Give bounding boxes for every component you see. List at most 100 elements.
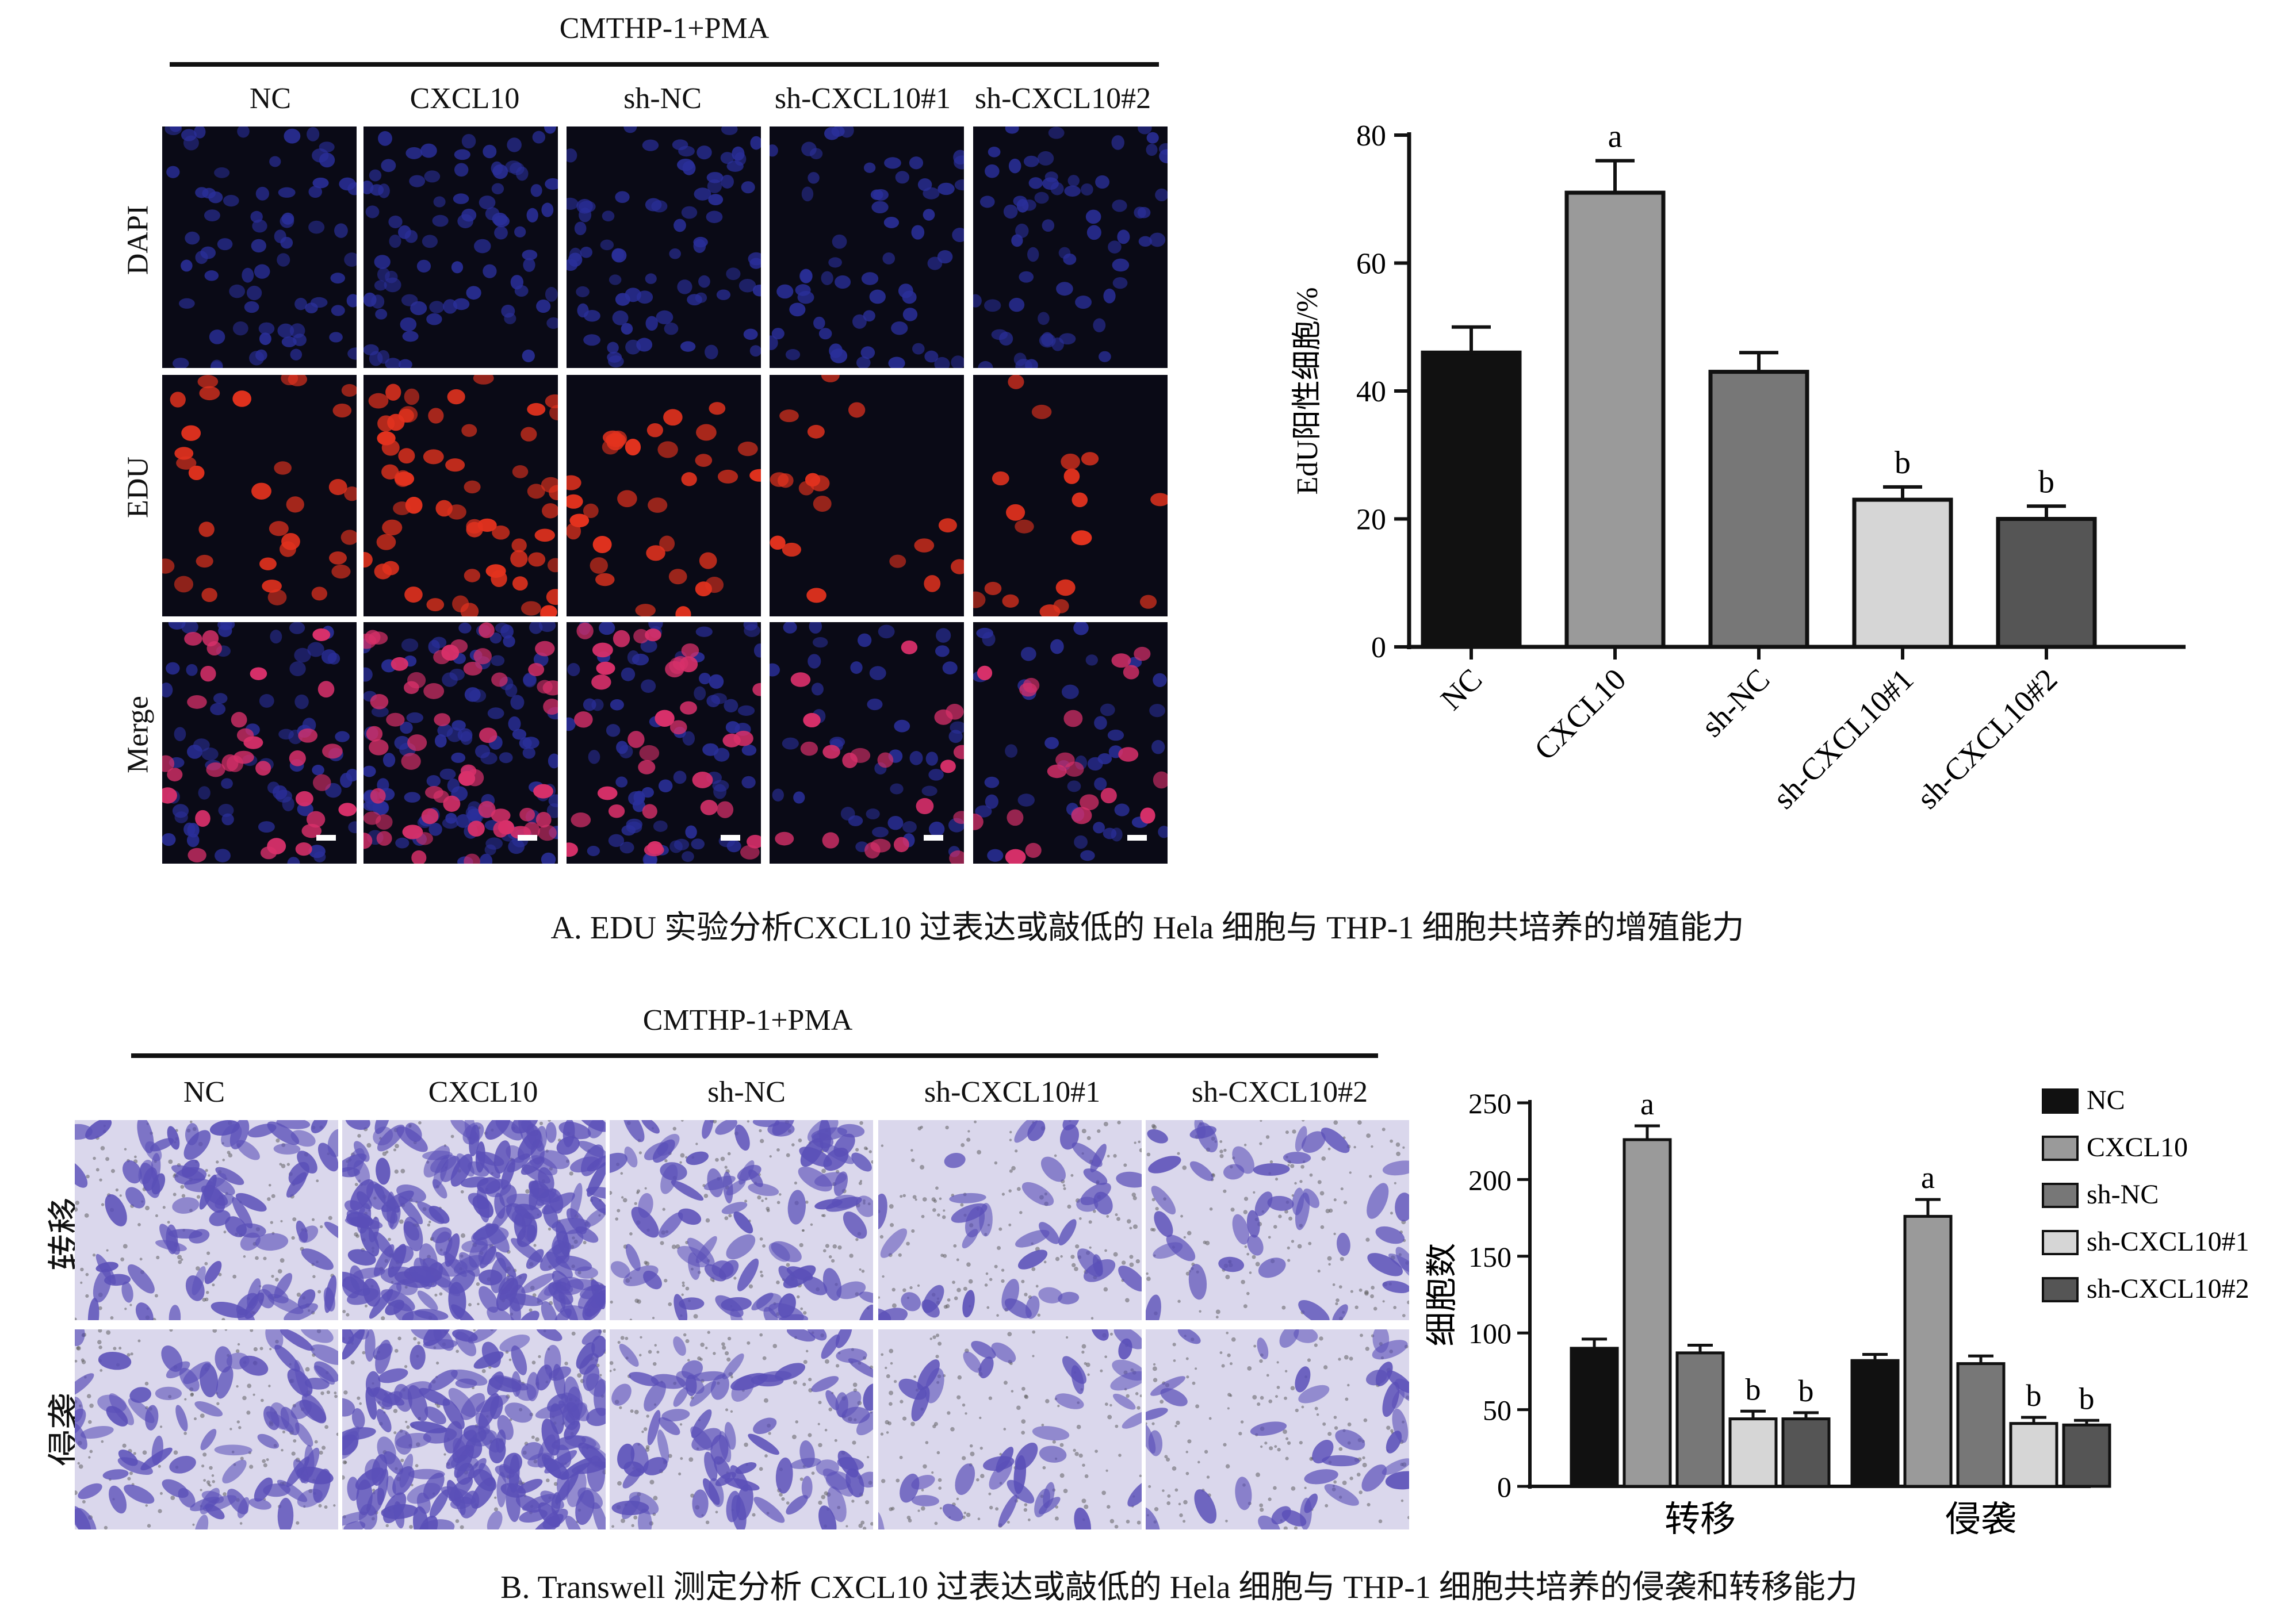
legend-swatch	[2042, 1136, 2079, 1161]
bar	[1956, 1362, 2006, 1488]
micrograph	[878, 1329, 1142, 1529]
micrograph	[973, 126, 1168, 368]
legend-swatch	[2042, 1277, 2079, 1302]
panel-a-col-shnc: sh-NC	[623, 82, 702, 115]
panel-a-group-bar	[170, 62, 1159, 67]
panel-b-col-shnc: sh-NC	[707, 1076, 786, 1109]
micrograph	[162, 375, 357, 616]
significance-label: b	[1746, 1372, 1761, 1406]
x-category-label: 侵袭	[1945, 1500, 2016, 1539]
transwell-bar-chart: 0 50 100 150 200 250 细胞数 a b b 转移 a b b 侵袭 NC CXCL10 sh-N…	[1426, 1085, 2249, 1539]
bar	[1903, 1214, 1953, 1488]
y-tick-label: 200	[1468, 1164, 1511, 1196]
micrograph	[1146, 1329, 1409, 1529]
micrograph	[162, 622, 357, 864]
significance-label: b	[1895, 445, 1911, 481]
bar	[2062, 1423, 2111, 1488]
panel-a-group-label: CMTHP-1+PMA	[559, 12, 770, 45]
scale-bar	[924, 835, 943, 841]
y-tick-label: 20	[1356, 504, 1386, 536]
x-tick-label: sh-NC	[1694, 662, 1776, 743]
legend-label: sh-CXCL10#2	[2087, 1274, 2249, 1304]
x-category-label: 转移	[1664, 1500, 1736, 1539]
legend-swatch	[2042, 1088, 2079, 1114]
legend-swatch	[2042, 1230, 2079, 1255]
x-tick-label: NC	[1434, 662, 1488, 716]
panel-a-col-cxcl10: CXCL10	[410, 82, 520, 115]
micrograph	[610, 1120, 873, 1320]
micrograph	[363, 622, 558, 864]
panel-a-caption: A. EDU 实验分析CXCL10 过表达或敲低的 Hela 细胞与 THP-1…	[550, 910, 1744, 946]
y-axis-title: EdU阳性细胞/%	[1291, 287, 1324, 494]
bar	[1781, 1417, 1831, 1488]
micrograph	[1146, 1120, 1409, 1320]
significance-label: b	[2038, 464, 2054, 500]
panel-a-col-sh2: sh-CXCL10#2	[974, 82, 1151, 115]
panel-a-row-edu: EDU	[121, 457, 155, 518]
micrograph	[342, 1329, 606, 1529]
significance-label: a	[1640, 1087, 1654, 1121]
y-tick-label: 100	[1468, 1317, 1511, 1350]
y-tick-label: 80	[1356, 120, 1386, 152]
micrograph	[567, 126, 761, 368]
bar	[1421, 350, 1522, 649]
y-tick-label: 40	[1356, 375, 1386, 408]
micrograph	[162, 126, 357, 368]
micrograph	[75, 1329, 338, 1529]
significance-label: a	[1921, 1160, 1935, 1195]
panel-b-col-cxcl10: CXCL10	[428, 1076, 538, 1109]
micrograph	[610, 1329, 873, 1529]
micrograph	[75, 1120, 338, 1320]
panel-b-group-bar	[131, 1053, 1378, 1058]
micrograph	[567, 375, 761, 616]
x-tick-label: sh-CXCL10#1	[1766, 662, 1920, 815]
significance-label: b	[2079, 1381, 2095, 1416]
micrograph	[973, 622, 1168, 864]
significance-label: a	[1608, 119, 1622, 155]
micrograph	[878, 1120, 1142, 1320]
y-tick-label: 60	[1356, 248, 1386, 281]
bar	[1564, 190, 1666, 649]
panel-a-row-dapi: DAPI	[121, 205, 155, 275]
micrograph	[567, 622, 761, 864]
micrograph	[363, 126, 558, 368]
y-tick-label: 250	[1468, 1087, 1511, 1120]
bar	[1996, 517, 2097, 649]
scale-bar	[518, 835, 537, 841]
scale-bar	[1127, 835, 1147, 841]
x-tick-label: CXCL10	[1528, 662, 1632, 766]
micrograph	[342, 1120, 606, 1320]
bar	[1675, 1351, 1725, 1488]
micrograph	[770, 622, 964, 864]
legend-swatch	[2042, 1183, 2079, 1208]
edu-bar-chart: 0 20 40 60 80 EdU阳性细胞/% NC a CXCL10 sh-NC b sh-CXCL…	[1291, 119, 2186, 815]
bar	[1850, 1359, 1900, 1488]
micrograph	[770, 375, 964, 616]
bar	[1728, 1417, 1778, 1488]
panel-b-col-sh1: sh-CXCL10#1	[924, 1076, 1101, 1109]
panel-b-col-sh2: sh-CXCL10#2	[1191, 1076, 1368, 1109]
legend-label: NC	[2087, 1085, 2125, 1115]
significance-label: b	[2026, 1378, 2042, 1413]
legend-label: sh-NC	[2087, 1179, 2159, 1210]
scale-bar	[316, 835, 336, 841]
y-tick-label: 0	[1497, 1471, 1511, 1503]
y-tick-label: 0	[1371, 631, 1386, 664]
micrograph	[973, 375, 1168, 616]
bar	[1622, 1138, 1672, 1488]
y-tick-label: 50	[1483, 1394, 1511, 1427]
bar	[1852, 497, 1953, 649]
x-tick-label: sh-CXCL10#2	[1910, 662, 2064, 815]
bar	[1708, 370, 1809, 649]
panel-a-col-sh1: sh-CXCL10#1	[774, 82, 951, 115]
micrograph	[770, 126, 964, 368]
panel-b-col-nc: NC	[183, 1076, 225, 1109]
bar	[1570, 1347, 1619, 1488]
panel-b-group-label: CMTHP-1+PMA	[642, 1004, 853, 1037]
micrograph	[363, 375, 558, 616]
legend-label: sh-CXCL10#1	[2087, 1226, 2249, 1257]
y-axis-title: 细胞数	[1426, 1243, 1460, 1347]
significance-label: b	[1798, 1374, 1814, 1408]
panel-a-col-nc: NC	[249, 82, 292, 115]
scale-bar	[721, 835, 740, 841]
